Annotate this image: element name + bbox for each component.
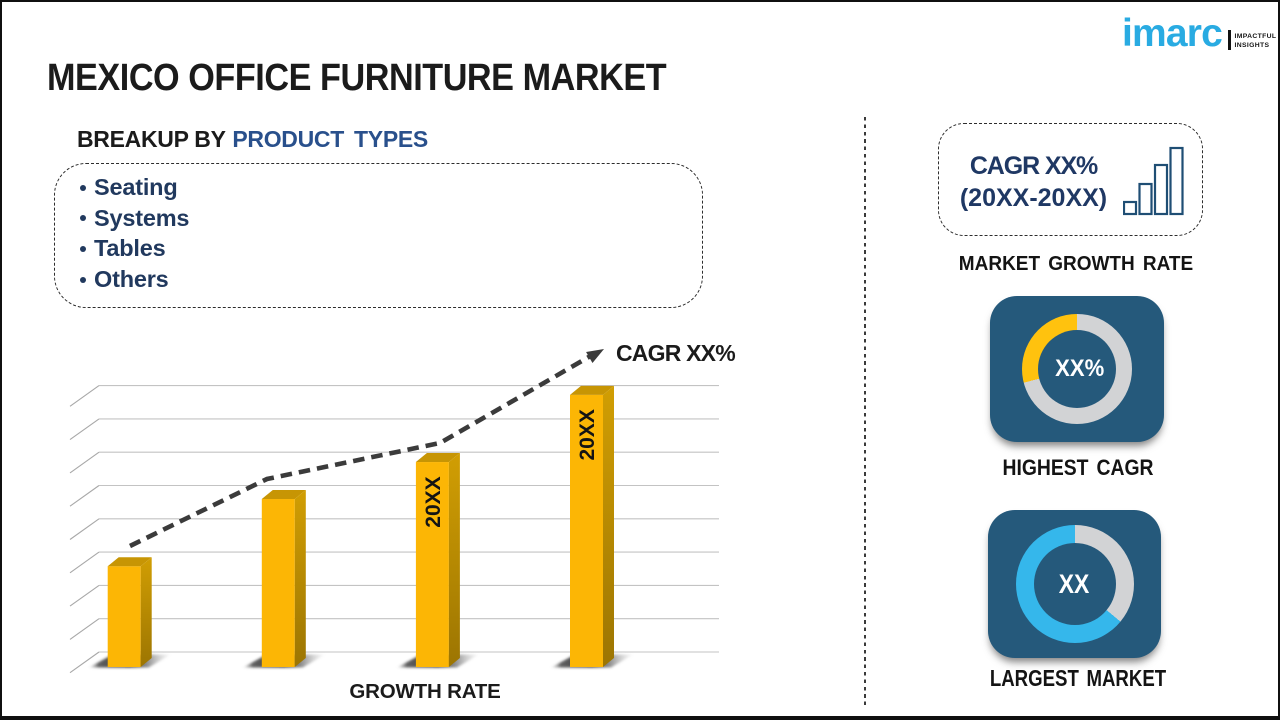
highest-cagr-label: HIGHEST CAGR bbox=[1002, 455, 1154, 480]
growth-bars-icon bbox=[1123, 146, 1184, 216]
cagr-summary-line2: (20XX-20XX) bbox=[959, 183, 1108, 212]
product-item-seating: Seating bbox=[80, 172, 189, 203]
largest-market-label: LARGEST MARKET bbox=[989, 665, 1167, 691]
bar-front-face bbox=[570, 394, 603, 667]
highest-cagr-value: XX% bbox=[1055, 355, 1105, 382]
bar-20xx-3: 20XX bbox=[551, 385, 633, 668]
chart-bars: 20XX 20XX bbox=[88, 385, 633, 668]
bar-label: 20XX bbox=[422, 476, 445, 527]
growth-rate-bar-chart: 20XX 20XX bbox=[69, 349, 719, 674]
cagr-summary-text: CAGR XX% (20XX-20XX) bbox=[948, 151, 1120, 214]
vertical-divider bbox=[864, 117, 866, 705]
imarc-logo-separator bbox=[1228, 30, 1231, 50]
bar-label: 20XX bbox=[576, 409, 599, 460]
product-types-list: Seating Systems Tables Others bbox=[80, 172, 189, 295]
breakup-heading-highlight: PRODUCT TYPES bbox=[232, 126, 428, 152]
bar-20xx-1 bbox=[242, 490, 325, 668]
product-item-tables: Tables bbox=[80, 233, 189, 264]
bar-20xx-2: 20XX bbox=[396, 453, 479, 668]
chart-gridlines bbox=[69, 385, 719, 674]
bar-20xx-0 bbox=[88, 557, 171, 668]
trend-arrowhead bbox=[586, 349, 604, 364]
imarc-tagline-line1: IMPACTFUL bbox=[1234, 33, 1277, 40]
imarc-logo: imarc IMPACTFUL INSIGHTS bbox=[1122, 10, 1278, 56]
product-item-others: Others bbox=[80, 264, 189, 295]
highest-cagr-tile: XX% bbox=[990, 296, 1164, 442]
highest-cagr-donut-hole: XX% bbox=[1038, 330, 1116, 408]
cagr-summary-line1: CAGR XX% bbox=[969, 152, 1098, 180]
largest-market-donut-hole: XX bbox=[1033, 543, 1116, 625]
bar-top-face bbox=[415, 453, 460, 463]
cagr-summary-box: CAGR XX% (20XX-20XX) bbox=[938, 123, 1203, 236]
bar-side-face bbox=[140, 557, 152, 667]
chart-trend-label: CAGR XX% bbox=[616, 340, 736, 366]
bar-front-face bbox=[261, 499, 295, 667]
page-title: MEXICO OFFICE FURNITURE MARKET bbox=[46, 56, 667, 99]
breakup-heading-prefix: BREAKUP BY bbox=[77, 126, 226, 152]
bar-top-face bbox=[107, 557, 152, 567]
bar-front-face bbox=[415, 462, 449, 667]
breakup-heading: BREAKUP BY PRODUCT TYPES bbox=[77, 126, 428, 153]
chart-x-axis-label: GROWTH RATE bbox=[349, 680, 501, 703]
product-types-box bbox=[54, 163, 703, 308]
bar-side-face bbox=[603, 385, 614, 667]
bar-side-face bbox=[294, 490, 306, 667]
bar-top-face bbox=[261, 490, 306, 499]
largest-market-donut: XX bbox=[1015, 525, 1134, 643]
imarc-logo-tagline: IMPACTFUL INSIGHTS bbox=[1235, 33, 1277, 50]
imarc-tagline-line2: INSIGHTS bbox=[1234, 41, 1270, 49]
largest-market-tile: XX bbox=[988, 510, 1161, 658]
market-growth-rate-label: MARKET GROWTH RATE bbox=[958, 252, 1194, 275]
bar-side-face bbox=[448, 453, 460, 667]
product-item-systems: Systems bbox=[80, 203, 189, 234]
largest-market-value: XX bbox=[1059, 568, 1090, 599]
trend-dashed-line bbox=[128, 352, 596, 549]
imarc-logo-wordmark: imarc bbox=[1122, 12, 1223, 55]
bar-front-face bbox=[107, 566, 141, 667]
bar-top-face bbox=[570, 385, 614, 395]
highest-cagr-donut: XX% bbox=[1022, 314, 1132, 424]
